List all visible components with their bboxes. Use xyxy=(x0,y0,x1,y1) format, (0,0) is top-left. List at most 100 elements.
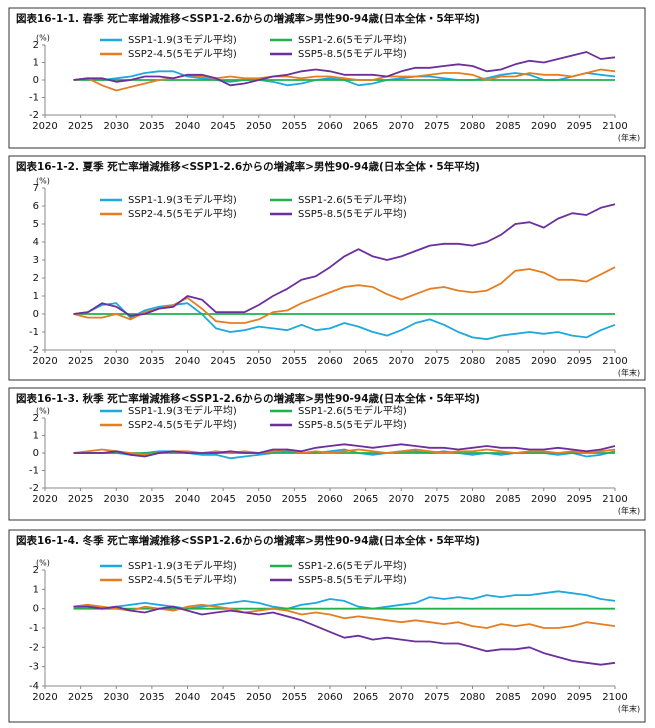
x-unit: (年末) xyxy=(618,133,640,143)
y-tick-label: -2 xyxy=(29,345,39,356)
x-tick-label: 2040 xyxy=(175,121,200,132)
legend-label: SSP1-1.9(3モデル平均) xyxy=(128,193,237,206)
x-tick-label: 2060 xyxy=(317,494,342,505)
chart-panel: 図表16-1-4. 冬季 死亡率増減推移<SSP1-2.6からの増減率>男性90… xyxy=(8,529,646,723)
y-tick-label: 2 xyxy=(33,273,39,284)
x-tick-label: 2050 xyxy=(246,121,271,132)
x-tick-label: 2045 xyxy=(210,121,235,132)
x-unit: (年末) xyxy=(618,368,640,378)
x-tick-label: 2075 xyxy=(424,121,449,132)
x-tick-label: 2100 xyxy=(602,121,627,132)
x-tick-label: 2040 xyxy=(175,494,200,505)
x-tick-label: 2070 xyxy=(389,356,414,367)
series-line xyxy=(73,51,616,87)
x-tick-label: 2020 xyxy=(32,121,57,132)
x-tick-label: 2060 xyxy=(317,121,342,132)
y-tick-label: -4 xyxy=(29,681,39,692)
y-tick-label: 5 xyxy=(33,219,39,230)
y-tick-label: 4 xyxy=(33,237,39,248)
x-tick-label: 2040 xyxy=(175,692,200,703)
y-tick-label: 2 xyxy=(33,565,39,576)
legend-label: SSP1-2.6(5モデル平均) xyxy=(298,559,407,572)
x-tick-label: 2080 xyxy=(460,121,485,132)
y-tick-label: 7 xyxy=(33,183,39,194)
x-tick-label: 2065 xyxy=(353,356,378,367)
legend-label: SSP5-8.5(5モデル平均) xyxy=(298,418,407,431)
x-tick-label: 2045 xyxy=(210,494,235,505)
panel-border xyxy=(8,529,646,723)
x-tick-label: 2090 xyxy=(531,356,556,367)
x-tick-label: 2045 xyxy=(210,692,235,703)
y-unit: (%) xyxy=(36,559,50,568)
x-tick-label: 2035 xyxy=(139,356,164,367)
panel-border xyxy=(8,387,646,521)
x-tick-label: 2025 xyxy=(68,356,93,367)
chart-title: 図表16-1-4. 冬季 死亡率増減推移<SSP1-2.6からの増減率>男性90… xyxy=(16,534,480,547)
x-tick-label: 2065 xyxy=(353,121,378,132)
x-tick-label: 2035 xyxy=(139,692,164,703)
x-tick-label: 2030 xyxy=(104,692,129,703)
x-tick-label: 2055 xyxy=(282,121,307,132)
legend-label: SSP2-4.5(5モデル平均) xyxy=(128,573,237,586)
y-tick-label: 2 xyxy=(33,40,39,51)
x-tick-label: 2035 xyxy=(139,494,164,505)
y-tick-label: -2 xyxy=(29,110,39,121)
y-tick-label: -1 xyxy=(29,327,39,338)
series-line xyxy=(73,302,616,341)
x-tick-label: 2050 xyxy=(246,692,271,703)
x-tick-label: 2050 xyxy=(246,494,271,505)
y-tick-label: -2 xyxy=(29,483,39,494)
y-tick-label: 6 xyxy=(33,201,39,212)
x-tick-label: 2085 xyxy=(495,121,520,132)
x-tick-label: 2100 xyxy=(602,692,627,703)
x-tick-label: 2020 xyxy=(32,692,57,703)
x-tick-label: 2025 xyxy=(68,692,93,703)
x-tick-label: 2075 xyxy=(424,356,449,367)
series-line xyxy=(73,605,616,666)
x-tick-label: 2100 xyxy=(602,356,627,367)
chart-panel: 図表16-1-1. 春季 死亡率増減推移<SSP1-2.6からの増減率>男性90… xyxy=(8,7,646,149)
y-tick-label: -1 xyxy=(29,623,39,634)
y-tick-label: -1 xyxy=(29,93,39,104)
y-tick-label: 1 xyxy=(33,291,39,302)
x-tick-label: 2035 xyxy=(139,121,164,132)
y-tick-label: 1 xyxy=(33,58,39,69)
legend-label: SSP5-8.5(5モデル平均) xyxy=(298,573,407,586)
legend-label: SSP5-8.5(5モデル平均) xyxy=(298,207,407,220)
x-tick-label: 2060 xyxy=(317,356,342,367)
chart-title: 図表16-1-2. 夏季 死亡率増減推移<SSP1-2.6からの増減率>男性90… xyxy=(16,160,480,173)
x-tick-label: 2075 xyxy=(424,494,449,505)
x-tick-label: 2090 xyxy=(531,692,556,703)
x-tick-label: 2065 xyxy=(353,692,378,703)
y-unit: (%) xyxy=(36,407,50,416)
x-tick-label: 2085 xyxy=(495,692,520,703)
x-unit: (年末) xyxy=(618,704,640,714)
y-tick-label: 0 xyxy=(33,448,39,459)
x-tick-label: 2025 xyxy=(68,121,93,132)
x-tick-label: 2080 xyxy=(460,692,485,703)
y-tick-label: -1 xyxy=(29,466,39,477)
x-unit: (年末) xyxy=(618,506,640,516)
y-tick-label: 1 xyxy=(33,584,39,595)
chart-title: 図表16-1-1. 春季 死亡率増減推移<SSP1-2.6からの増減率>男性90… xyxy=(16,12,480,25)
y-tick-label: -2 xyxy=(29,642,39,653)
x-tick-label: 2095 xyxy=(567,356,592,367)
x-tick-label: 2070 xyxy=(389,692,414,703)
legend-label: SSP1-1.9(3モデル平均) xyxy=(128,404,237,417)
x-tick-label: 2090 xyxy=(531,121,556,132)
x-tick-label: 2055 xyxy=(282,356,307,367)
series-line xyxy=(73,203,616,317)
x-tick-label: 2085 xyxy=(495,494,520,505)
series-line xyxy=(73,68,616,92)
y-tick-label: 2 xyxy=(33,413,39,424)
x-tick-label: 2030 xyxy=(104,121,129,132)
x-tick-label: 2080 xyxy=(460,494,485,505)
legend-label: SSP1-2.6(5モデル平均) xyxy=(298,33,407,46)
x-tick-label: 2030 xyxy=(104,494,129,505)
chart-title: 図表16-1-3. 秋季 死亡率増減推移<SSP1-2.6からの増減率>男性90… xyxy=(16,392,480,405)
panel-border xyxy=(8,155,646,381)
chart-panel: 図表16-1-2. 夏季 死亡率増減推移<SSP1-2.6からの増減率>男性90… xyxy=(8,155,646,381)
series-line xyxy=(73,603,616,629)
